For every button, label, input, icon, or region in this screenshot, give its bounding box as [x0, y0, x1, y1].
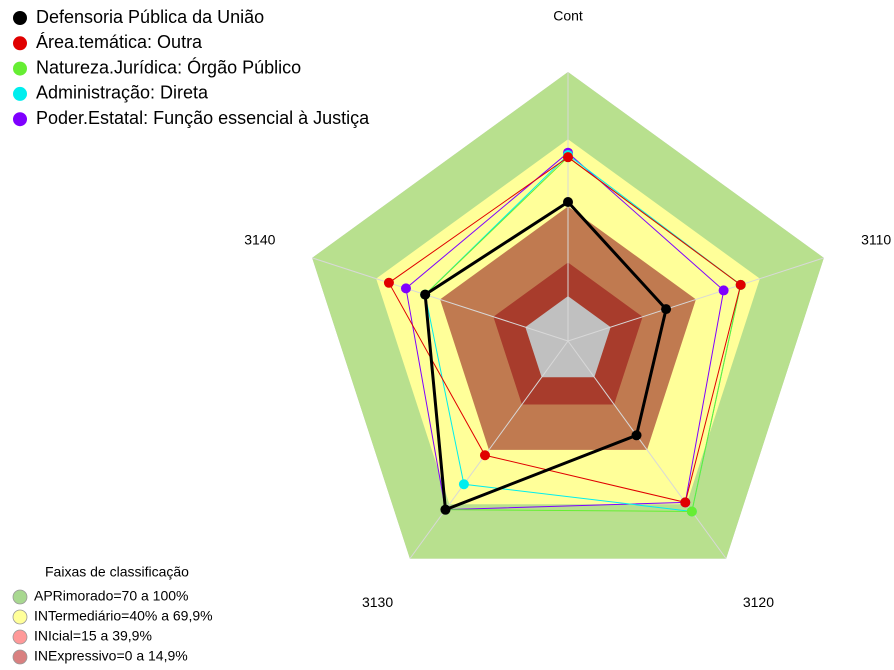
- axis-label: 3130: [362, 594, 393, 610]
- series-point: [631, 430, 642, 441]
- series-point: [383, 277, 394, 288]
- axis-label: 3120: [743, 594, 774, 610]
- legend-marker: [13, 61, 27, 76]
- series-line: [405, 152, 725, 511]
- series-point: [661, 304, 672, 315]
- series-line: [388, 156, 742, 504]
- series-point: [686, 506, 697, 517]
- band-legend-label: INTermediário=40% a 69,9%: [34, 608, 213, 624]
- band-legend-label: INExpressivo=0 a 14,9%: [34, 648, 188, 664]
- legend-marker: [13, 86, 27, 101]
- band-legend-marker: [12, 609, 28, 625]
- series-point: [479, 450, 490, 461]
- series-point: [458, 479, 469, 490]
- legend-label: Natureza.Jurídica: Órgão Público: [36, 56, 301, 77]
- series-point: [680, 497, 691, 508]
- legend-label: Área.temática: Outra: [36, 32, 203, 52]
- spoke: [567, 340, 727, 559]
- band-legend-marker: [12, 629, 28, 645]
- spoke: [409, 340, 569, 559]
- legend-marker: [13, 112, 27, 127]
- series-point: [563, 197, 573, 208]
- spoke: [312, 257, 569, 342]
- legend-label: Poder.Estatal: Função essencial à Justiç…: [36, 108, 370, 128]
- series-point: [735, 279, 746, 290]
- legend-label: Defensoria Pública da União: [36, 7, 264, 27]
- series-point: [400, 283, 411, 294]
- series-line: [423, 200, 668, 512]
- band-legend-marker: [12, 589, 28, 605]
- band-legend-label: APRimorado=70 a 100%: [34, 588, 189, 604]
- bands-title: Faixas de classificação: [45, 564, 189, 580]
- axis-label: 3140: [244, 232, 275, 248]
- series-point: [420, 289, 431, 300]
- spoke: [567, 257, 824, 342]
- legend-marker: [13, 11, 27, 25]
- series-point: [718, 285, 729, 296]
- axis-label: 3110: [861, 232, 891, 248]
- legend-marker: [13, 36, 27, 51]
- series-point: [563, 152, 573, 163]
- series-point: [440, 504, 451, 515]
- axis-label: Cont: [553, 8, 583, 24]
- legend-label: Administração: Direta: [36, 83, 209, 103]
- band-legend-marker: [12, 649, 28, 665]
- band-legend-label: INIcial=15 a 39,9%: [34, 628, 152, 644]
